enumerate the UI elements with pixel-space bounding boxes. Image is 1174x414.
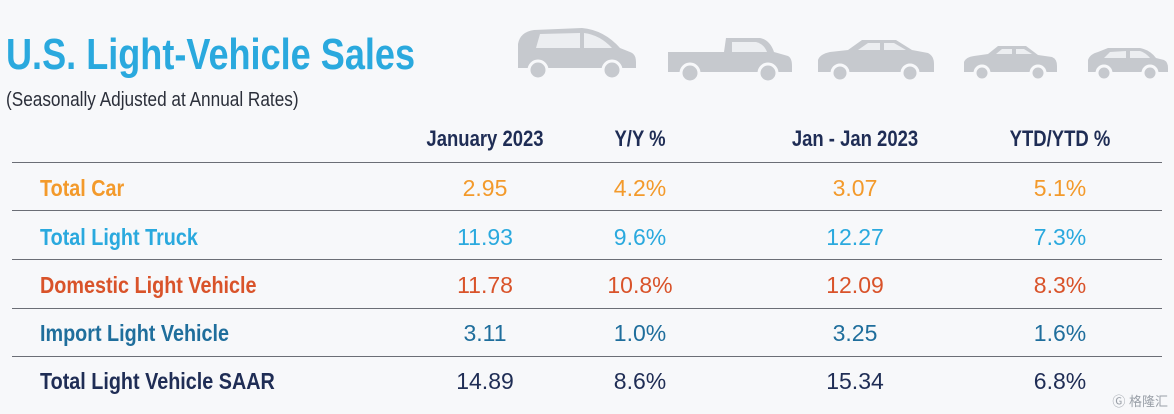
page-title: U.S. Light-Vehicle Sales bbox=[6, 30, 416, 79]
watermark-text: 格隆汇 bbox=[1128, 394, 1168, 409]
row-label-total-saar: Total Light Vehicle SAAR bbox=[40, 368, 275, 394]
row-label-domestic-light-vehicle: Domestic Light Vehicle bbox=[40, 272, 257, 298]
cell-import-yy: 1.0% bbox=[613, 320, 667, 346]
page-subtitle: (Seasonally Adjusted at Annual Rates) bbox=[6, 89, 299, 111]
cell-total-car-jan: 2.95 bbox=[462, 175, 508, 201]
cell-saar-ytd-pct: 6.8% bbox=[1033, 368, 1087, 394]
cell-domestic-yy: 10.8% bbox=[607, 272, 673, 298]
cell-saar-jan: 14.89 bbox=[456, 368, 514, 394]
minivan-icon bbox=[518, 28, 636, 81]
cell-total-car-ytd: 3.07 bbox=[832, 175, 878, 201]
sedan-icon bbox=[818, 40, 934, 82]
column-header-yy: Y/Y % bbox=[614, 126, 666, 151]
cell-domestic-ytd: 12.09 bbox=[826, 272, 884, 298]
cell-domestic-ytd-pct: 8.3% bbox=[1033, 272, 1087, 298]
divider bbox=[12, 210, 1162, 211]
column-header-ytd-pct: YTD/YTD % bbox=[1009, 126, 1111, 151]
cell-light-truck-ytd: 12.27 bbox=[826, 224, 884, 250]
divider bbox=[12, 308, 1162, 309]
divider bbox=[12, 356, 1162, 357]
cell-light-truck-jan: 11.93 bbox=[457, 224, 513, 250]
cell-import-ytd-pct: 1.6% bbox=[1033, 320, 1087, 346]
watermark-logo-icon: Ⓖ bbox=[1112, 394, 1126, 409]
cell-total-car-yy: 4.2% bbox=[613, 175, 667, 201]
pickup-truck-icon bbox=[668, 38, 792, 84]
cell-import-ytd: 3.25 bbox=[832, 320, 878, 346]
cell-light-truck-yy: 9.6% bbox=[613, 224, 667, 250]
column-header-january: January 2023 bbox=[426, 126, 544, 151]
vehicle-icons bbox=[512, 22, 1172, 92]
row-label-import-light-vehicle: Import Light Vehicle bbox=[40, 320, 230, 346]
divider bbox=[12, 259, 1162, 260]
divider bbox=[12, 162, 1162, 163]
column-header-ytd: Jan - Jan 2023 bbox=[791, 126, 919, 151]
cell-import-jan: 3.11 bbox=[463, 320, 507, 346]
cell-domestic-jan: 11.78 bbox=[457, 272, 513, 298]
compact-car-icon bbox=[964, 46, 1057, 82]
cell-total-car-ytd-pct: 5.1% bbox=[1033, 175, 1087, 201]
cell-saar-yy: 8.6% bbox=[613, 368, 667, 394]
hatchback-icon bbox=[1088, 48, 1168, 82]
watermark: Ⓖ 格隆汇 bbox=[1112, 391, 1168, 410]
row-label-total-light-truck: Total Light Truck bbox=[40, 224, 198, 250]
cell-light-truck-ytd-pct: 7.3% bbox=[1033, 224, 1087, 250]
row-label-total-car: Total Car bbox=[40, 175, 125, 201]
cell-saar-ytd: 15.34 bbox=[826, 368, 884, 394]
